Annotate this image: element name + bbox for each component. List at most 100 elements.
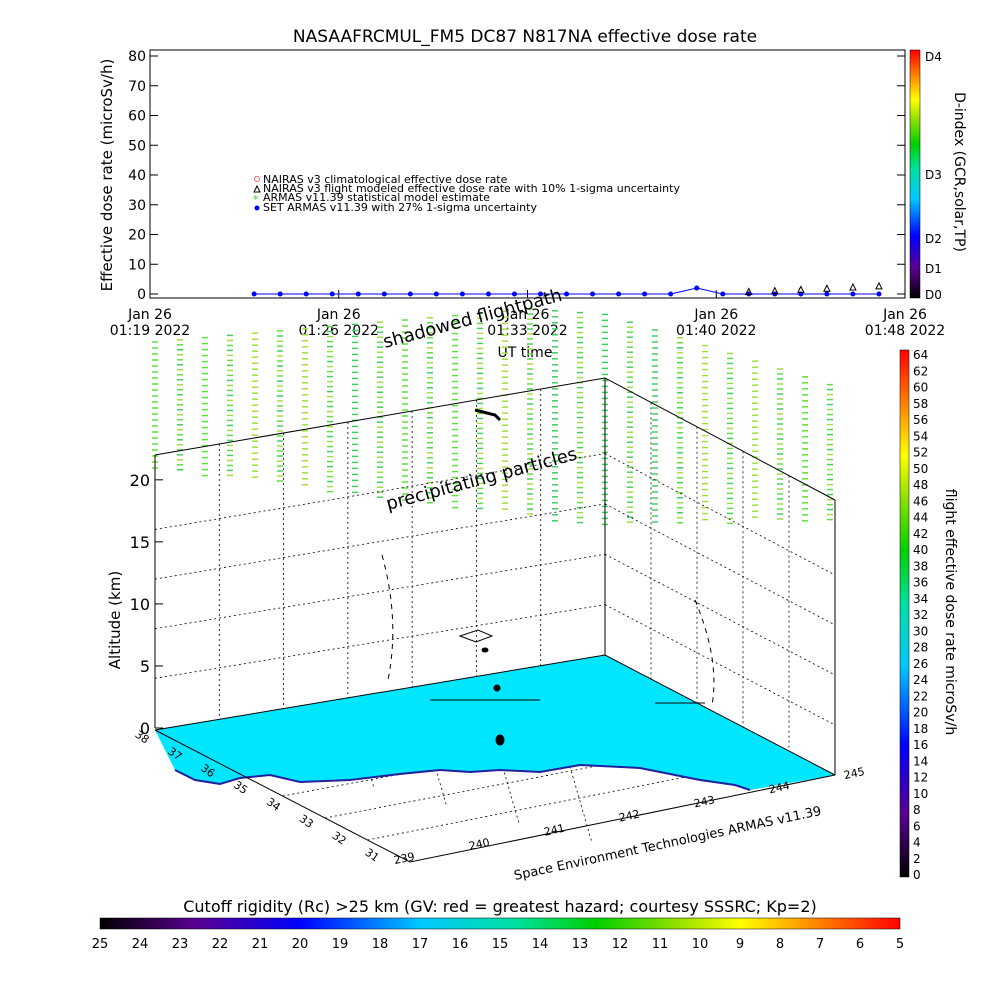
dose-colorbar-tick: 30 [913, 624, 928, 638]
set-armas-point [538, 291, 544, 297]
dose-colorbar-tick: 58 [913, 397, 928, 411]
set-armas-point [746, 291, 752, 297]
dose-colorbar-ticks: 0246810121416182022242628303234363840424… [913, 348, 928, 882]
cutoff-colorbar-tick: 25 [92, 937, 109, 952]
grid-line [154, 503, 606, 580]
grid-line [604, 503, 836, 626]
flight-descent-right [694, 599, 715, 706]
set-armas-point [251, 291, 257, 297]
top-y-axis: 0 10 20 30 40 50 60 70 80 [128, 49, 905, 303]
dose-colorbar-tick: 28 [913, 641, 928, 655]
floor-ocean [155, 655, 835, 790]
set-armas-point [459, 291, 465, 297]
dose-colorbar-tick: 22 [913, 689, 928, 703]
flight-path [381, 408, 715, 746]
set-armas-point [303, 291, 309, 297]
dose-colorbar-tick: 14 [913, 754, 928, 768]
altitude-tick-label: 15 [130, 533, 150, 552]
dose-colorbar-tick: 40 [913, 543, 928, 557]
nairas-flight-point [823, 284, 831, 292]
grid-line [604, 553, 836, 676]
nairas-flight-point [849, 282, 857, 291]
floor-edge [154, 654, 836, 776]
dindex-tick: D2 [925, 232, 942, 246]
top-x-tick-time: 01:48 2022 [865, 323, 945, 339]
dose-colorbar-tick: 12 [913, 771, 928, 785]
dose-colorbar-tick: 20 [913, 706, 928, 720]
cutoff-colorbar-tick: 10 [692, 937, 709, 952]
dindex-tick: D1 [925, 262, 942, 276]
cutoff-colorbar-tick: 8 [776, 937, 784, 952]
flight-holding-box [458, 629, 494, 643]
dose-colorbar-tick: 6 [913, 819, 921, 833]
floor-coastline [174, 763, 751, 791]
top-x-tick-date: Jan 26 [882, 307, 927, 323]
longitude-tick-label: 239 [393, 850, 416, 867]
longitude-tick-label: 240 [468, 836, 491, 853]
top-chart-title: NASAAFRCMUL_FM5 DC87 N817NA effective do… [293, 27, 757, 47]
dindex-tick: D0 [925, 288, 942, 302]
dose-colorbar-tick: 32 [913, 608, 928, 622]
legend-nairas-clim: NAIRAS v3 climatological effective dose … [263, 173, 508, 186]
nairas-flight-point [744, 287, 753, 296]
cutoff-colorbar-tick: 5 [896, 937, 904, 952]
cutoff-colorbar-ticks: 25 24 23 22 21 20 19 18 17 16 15 14 13 12 11 10 9 8 7 6 5 [92, 937, 904, 952]
longitude-tick-label: 243 [693, 793, 716, 810]
set-armas-point [668, 291, 674, 297]
set-armas-point [876, 291, 882, 297]
cutoff-colorbar-tick: 12 [612, 937, 629, 952]
set-armas-point [329, 291, 335, 297]
latitude-tick-label: 32 [330, 829, 349, 848]
latitude-tick-label: 33 [297, 812, 316, 831]
set-armas-point [381, 291, 387, 297]
top-x-tick-time: 01:40 2022 [676, 323, 756, 339]
grid-line [604, 453, 836, 576]
cutoff-rigidity-label: Cutoff rigidity (Rc) >25 km (GV: red = g… [183, 897, 817, 916]
top-y-tick-label: 20 [128, 228, 146, 244]
dose-colorbar-label: flight effective dose rate microSv/h [942, 489, 958, 735]
set-armas-point [511, 291, 517, 297]
grid-line [154, 453, 606, 530]
altitude-axis: 0 5 10 15 20 [130, 471, 163, 738]
cutoff-colorbar-tick: 15 [492, 937, 509, 952]
dose-colorbar-tick: 26 [913, 657, 928, 671]
floor-map [154, 654, 836, 863]
set-armas-point [824, 291, 830, 297]
nairas-flight-point [875, 281, 883, 290]
longitude-axis: 239 240 241 242 243 244 245 [393, 765, 866, 867]
set-armas-point [590, 291, 596, 297]
dose-colorbar-tick: 50 [913, 462, 928, 476]
dose-colorbar-tick: 2 [913, 852, 921, 866]
dindex-tick: D4 [925, 50, 942, 64]
legend-marker-nairas-clim [254, 176, 260, 182]
grid-line [154, 604, 606, 679]
dose-colorbar-tick: 54 [913, 429, 928, 443]
cutoff-colorbar-tick: 9 [736, 937, 744, 952]
top-y-axis-label: Effective dose rate (microSv/h) [98, 59, 116, 292]
latitude-tick-label: 34 [264, 795, 283, 814]
floor-front-edge [154, 729, 836, 863]
cutoff-colorbar-tick: 24 [132, 937, 149, 952]
legend-marker-nairas-flight [253, 184, 261, 193]
legend-armas-stat: ARMAS v11.39 statistical model estimate [263, 191, 490, 204]
top-x-tick-date: Jan 26 [505, 307, 550, 323]
longitude-tick-label: 244 [768, 779, 791, 796]
altitude-tick-label: 20 [130, 471, 150, 490]
cutoff-colorbar-tick: 18 [372, 937, 389, 952]
longitude-tick-label: 242 [618, 808, 641, 825]
cutoff-colorbar-tick: 19 [332, 937, 349, 952]
set-armas-point [564, 291, 570, 297]
plot-box [154, 377, 836, 775]
set-armas-point [642, 291, 648, 297]
dose-colorbar-tick: 4 [913, 836, 921, 850]
dose-colorbar-tick: 16 [913, 738, 928, 752]
dose-colorbar-tick: 44 [913, 511, 928, 525]
dose-colorbar [899, 349, 910, 878]
nairas-flight-point [797, 285, 805, 293]
legend-set-armas: SET ARMAS v11.39 with 27% 1-sigma uncert… [263, 201, 537, 214]
grid-line [154, 553, 606, 630]
dose-colorbar-tick: 52 [913, 446, 928, 460]
cutoff-colorbar-tick: 20 [292, 937, 309, 952]
top-y-tick-label: 50 [128, 138, 146, 154]
